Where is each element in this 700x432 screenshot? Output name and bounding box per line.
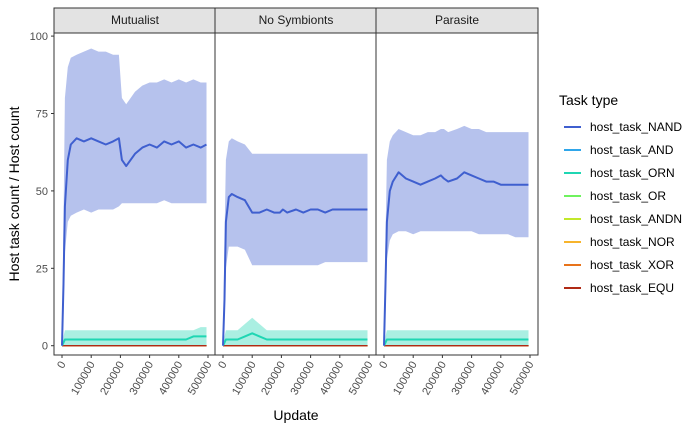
legend-label: host_task_NAND	[590, 120, 682, 134]
legend-item: host_task_NAND	[564, 120, 682, 134]
x-tick-label: 0	[216, 360, 229, 371]
x-tick-label: 300000	[288, 360, 317, 398]
facet-strip-label: No Symbionts	[259, 13, 334, 27]
panel-marks	[222, 138, 368, 347]
legend-item: host_task_XOR	[564, 258, 674, 272]
series-ribbon	[62, 327, 207, 346]
x-tick-label: 400000	[318, 360, 347, 398]
legend-label: host_task_AND	[590, 143, 674, 157]
x-tick-label: 100000	[391, 360, 420, 398]
y-tick-label: 50	[36, 186, 48, 198]
x-tick-label: 100000	[230, 360, 259, 398]
legend-item: host_task_ANDN	[564, 212, 682, 226]
legend-item: host_task_OR	[564, 189, 666, 203]
series-line	[61, 137, 207, 346]
x-tick-label: 200000	[259, 360, 288, 398]
x-tick-label: 300000	[449, 360, 478, 398]
x-tick-label: 300000	[127, 360, 156, 398]
y-tick-label: 25	[36, 263, 48, 275]
legend-entries: host_task_NAND host_task_AND host_task_ORN…	[564, 120, 682, 295]
legend-label: host_task_ORN	[590, 166, 675, 180]
x-tick-label: 500000	[508, 360, 537, 398]
x-tick-label: 0	[377, 360, 390, 371]
x-tick-label: 100000	[69, 360, 98, 398]
series-ribbon	[384, 330, 529, 346]
y-tick-label: 0	[42, 341, 48, 353]
x-tick-label: 400000	[157, 360, 186, 398]
facet-strip-label: Mutualist	[111, 13, 160, 27]
legend-label: host_task_EQU	[590, 281, 674, 295]
panel-background	[376, 33, 538, 355]
legend-item: host_task_ORN	[564, 166, 675, 180]
legend-label: host_task_ANDN	[590, 212, 682, 226]
facet-strip-label: Parasite	[435, 13, 479, 27]
y-axis-title: Host task count / Host count	[6, 106, 22, 281]
series-line	[222, 332, 368, 347]
x-tick-label: 200000	[98, 360, 127, 398]
legend-item: host_task_EQU	[564, 281, 674, 295]
panel-marks	[61, 48, 207, 347]
x-axis-title: Update	[273, 407, 318, 423]
series-ribbon	[62, 48, 207, 346]
legend-label: host_task_NOR	[590, 235, 675, 249]
facet-strip	[375, 7, 539, 34]
panel-background	[54, 33, 216, 355]
panel-marks	[383, 125, 529, 347]
legend-item: host_task_AND	[564, 143, 674, 157]
x-tick-label: 200000	[420, 360, 449, 398]
legend-label: host_task_OR	[590, 189, 666, 203]
series-line	[222, 193, 368, 346]
panel-border	[375, 32, 539, 356]
legend: Task type host_task_NANDhost_task_ANDhos…	[559, 92, 682, 295]
series-line	[61, 335, 207, 347]
series-ribbon	[223, 138, 368, 346]
legend-label: host_task_XOR	[590, 258, 674, 272]
facet-panel: No Symbionts 0 100000 200000 300000 400000 500…	[214, 7, 378, 398]
y-tick-label: 100	[30, 31, 48, 43]
x-tick-label: 400000	[479, 360, 508, 398]
series-line	[383, 338, 529, 347]
legend-item: host_task_NOR	[564, 235, 675, 249]
series-line	[383, 171, 529, 346]
x-tick-label: 0	[55, 360, 68, 371]
panel-background	[215, 33, 377, 355]
x-tick-label: 500000	[347, 360, 376, 398]
legend-title: Task type	[559, 92, 618, 108]
facet-panel: Parasite 0 100000 200000 300000 400000 500000	[375, 7, 539, 398]
x-tick-label: 500000	[186, 360, 215, 398]
y-tick-label: 75	[36, 109, 48, 121]
facet-strip	[214, 7, 378, 34]
facet-strip	[53, 7, 217, 34]
